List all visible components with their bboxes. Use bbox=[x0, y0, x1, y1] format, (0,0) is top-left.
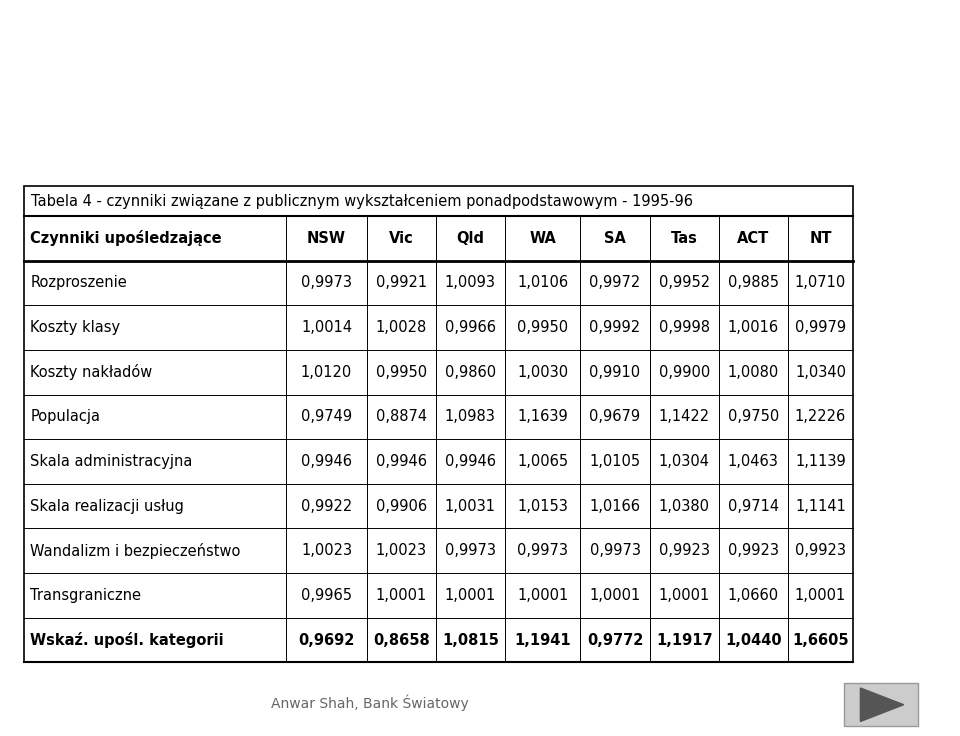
Polygon shape bbox=[860, 688, 903, 721]
Text: WA: WA bbox=[529, 231, 556, 246]
Text: 1,0001: 1,0001 bbox=[444, 588, 496, 603]
Text: Koszty klasy: Koszty klasy bbox=[31, 320, 120, 335]
Text: 1,0065: 1,0065 bbox=[517, 454, 568, 469]
Text: 1,0023: 1,0023 bbox=[301, 543, 352, 559]
Text: 0,9922: 0,9922 bbox=[300, 498, 352, 514]
Text: 0,9923: 0,9923 bbox=[659, 543, 709, 559]
Text: 1,0983: 1,0983 bbox=[444, 409, 495, 425]
Text: 0,9946: 0,9946 bbox=[444, 454, 495, 469]
Text: Tas: Tas bbox=[671, 231, 698, 246]
Bar bbox=[24, 216, 853, 662]
Text: 0,9966: 0,9966 bbox=[444, 320, 495, 335]
Text: 0,9749: 0,9749 bbox=[301, 409, 352, 425]
Text: 0,9946: 0,9946 bbox=[375, 454, 426, 469]
Text: 0,9992: 0,9992 bbox=[589, 320, 640, 335]
Text: 1,0001: 1,0001 bbox=[795, 588, 846, 603]
Text: SA: SA bbox=[604, 231, 626, 246]
Text: Wskaź. upośl. kategorii: Wskaź. upośl. kategorii bbox=[31, 632, 224, 648]
Text: Koszty nakładów: Koszty nakładów bbox=[31, 364, 153, 381]
Text: 0,9972: 0,9972 bbox=[589, 275, 640, 291]
Text: 1,1639: 1,1639 bbox=[517, 409, 568, 425]
Text: 0,9950: 0,9950 bbox=[375, 365, 427, 380]
Text: 1,0153: 1,0153 bbox=[517, 498, 568, 514]
Text: 1,0340: 1,0340 bbox=[795, 365, 846, 380]
Text: 0,9772: 0,9772 bbox=[587, 632, 643, 648]
Text: 0,9921: 0,9921 bbox=[375, 275, 427, 291]
Text: 0,9998: 0,9998 bbox=[659, 320, 709, 335]
Text: 1,0080: 1,0080 bbox=[728, 365, 779, 380]
Text: 1,0093: 1,0093 bbox=[444, 275, 495, 291]
Bar bbox=[24, 186, 853, 216]
Text: 1,0463: 1,0463 bbox=[728, 454, 779, 469]
Text: Qld: Qld bbox=[456, 231, 485, 246]
Text: 0,8658: 0,8658 bbox=[372, 632, 429, 648]
Text: 0,9973: 0,9973 bbox=[301, 275, 352, 291]
Text: 0,9885: 0,9885 bbox=[728, 275, 779, 291]
Text: Vic: Vic bbox=[389, 231, 414, 246]
Text: ACT: ACT bbox=[737, 231, 769, 246]
Text: NSW: NSW bbox=[307, 231, 346, 246]
Text: 0,9973: 0,9973 bbox=[589, 543, 640, 559]
Text: Populacja: Populacja bbox=[31, 409, 100, 425]
Text: 1,0028: 1,0028 bbox=[375, 320, 427, 335]
Text: Rozproszenie: Rozproszenie bbox=[31, 275, 127, 291]
Text: 0,9979: 0,9979 bbox=[795, 320, 846, 335]
Text: 1,6605: 1,6605 bbox=[792, 632, 849, 648]
Text: 1,0016: 1,0016 bbox=[728, 320, 779, 335]
Text: 0,9950: 0,9950 bbox=[517, 320, 568, 335]
Text: Czynniki upośledzające: Czynniki upośledzające bbox=[31, 230, 222, 247]
Text: 0,9923: 0,9923 bbox=[728, 543, 779, 559]
Text: 1,0106: 1,0106 bbox=[517, 275, 568, 291]
Text: 0,9750: 0,9750 bbox=[728, 409, 779, 425]
Text: 1,0014: 1,0014 bbox=[301, 320, 352, 335]
Text: Transgraniczne: Transgraniczne bbox=[31, 588, 141, 603]
Text: 1,1422: 1,1422 bbox=[659, 409, 709, 425]
Text: 1,0001: 1,0001 bbox=[589, 588, 640, 603]
Text: 0,9900: 0,9900 bbox=[659, 365, 709, 380]
Text: 1,0030: 1,0030 bbox=[517, 365, 568, 380]
Text: 0,9965: 0,9965 bbox=[301, 588, 352, 603]
Text: 0,9973: 0,9973 bbox=[517, 543, 568, 559]
Text: 1,0001: 1,0001 bbox=[659, 588, 709, 603]
Text: 1,0031: 1,0031 bbox=[444, 498, 495, 514]
Text: 1,0120: 1,0120 bbox=[300, 365, 352, 380]
Text: 1,0023: 1,0023 bbox=[375, 543, 427, 559]
Text: 0,9946: 0,9946 bbox=[301, 454, 352, 469]
Text: 1,0001: 1,0001 bbox=[375, 588, 427, 603]
Text: 0,9952: 0,9952 bbox=[659, 275, 709, 291]
Text: 0,9714: 0,9714 bbox=[728, 498, 779, 514]
Text: Wandalizm i bezpieczeństwo: Wandalizm i bezpieczeństwo bbox=[31, 542, 241, 559]
Text: Skala realizacji usług: Skala realizacji usług bbox=[31, 498, 184, 514]
Text: 1,2226: 1,2226 bbox=[795, 409, 846, 425]
Text: 1,0815: 1,0815 bbox=[442, 632, 499, 648]
Text: 0,9973: 0,9973 bbox=[444, 543, 495, 559]
Text: 1,0660: 1,0660 bbox=[728, 588, 779, 603]
Text: 1,1941: 1,1941 bbox=[515, 632, 571, 648]
Text: 0,9692: 0,9692 bbox=[299, 632, 355, 648]
Text: 1,0105: 1,0105 bbox=[589, 454, 640, 469]
Text: 1,0710: 1,0710 bbox=[795, 275, 846, 291]
Text: Wyrównywanie potrzeb wydatkowych w Australii – oto zagadka: wskaźnik
upośledzeni: Wyrównywanie potrzeb wydatkowych w Austr… bbox=[42, 48, 960, 127]
Text: 0,9679: 0,9679 bbox=[589, 409, 640, 425]
Text: 1,0304: 1,0304 bbox=[659, 454, 709, 469]
Text: 0,9860: 0,9860 bbox=[444, 365, 496, 380]
Text: 0,9906: 0,9906 bbox=[375, 498, 427, 514]
Text: 1,1917: 1,1917 bbox=[656, 632, 712, 648]
Text: 1,0001: 1,0001 bbox=[517, 588, 568, 603]
Text: Skala administracyjna: Skala administracyjna bbox=[31, 454, 193, 469]
Text: 1,0380: 1,0380 bbox=[659, 498, 709, 514]
Text: 0,8874: 0,8874 bbox=[375, 409, 427, 425]
Text: NT: NT bbox=[809, 231, 831, 246]
Text: 1,1139: 1,1139 bbox=[795, 454, 846, 469]
Text: 1,1141: 1,1141 bbox=[795, 498, 846, 514]
Text: Tabela 4 - czynniki związane z publicznym wykształceniem ponadpodstawowym - 1995: Tabela 4 - czynniki związane z publiczny… bbox=[31, 194, 693, 209]
Text: 0,9923: 0,9923 bbox=[795, 543, 846, 559]
Text: Anwar Shah, Bank Światowy: Anwar Shah, Bank Światowy bbox=[271, 695, 468, 711]
Text: 1,0440: 1,0440 bbox=[725, 632, 781, 648]
Text: 1,0166: 1,0166 bbox=[589, 498, 640, 514]
Text: 0,9910: 0,9910 bbox=[589, 365, 640, 380]
